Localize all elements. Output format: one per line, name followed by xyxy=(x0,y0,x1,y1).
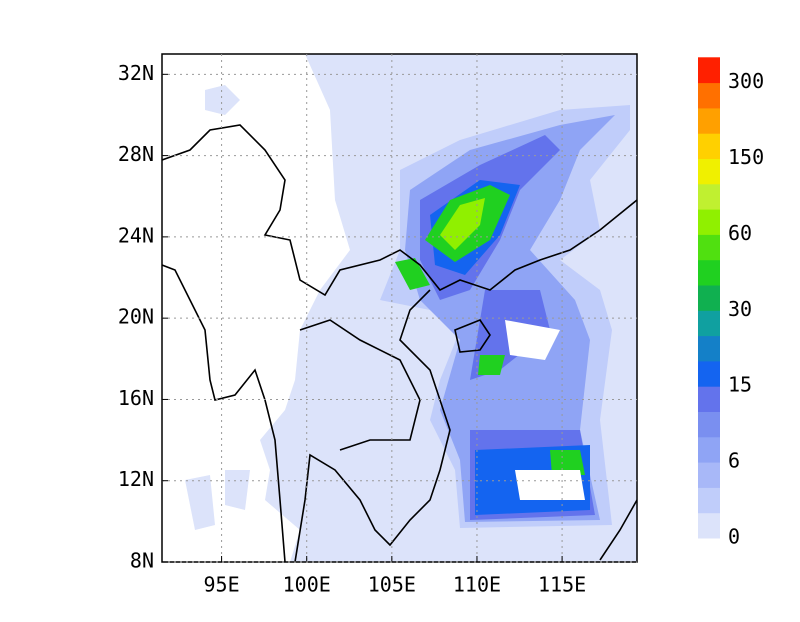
y-tick-label: 20N xyxy=(118,305,154,329)
colorbar-box xyxy=(698,487,720,514)
y-tick-label: 12N xyxy=(118,467,154,491)
colorbar-box xyxy=(698,107,720,134)
colorbar-box xyxy=(698,259,720,286)
map-frame xyxy=(161,53,638,563)
x-tick-label: 110E xyxy=(453,573,501,597)
coastline xyxy=(162,124,637,562)
colorbar-box xyxy=(698,360,720,387)
colorbar-box xyxy=(698,436,720,463)
colorbar-label: 30 xyxy=(728,297,752,321)
colorbar-box xyxy=(698,335,720,362)
colorbar-box xyxy=(698,158,720,185)
colorbar-label: 60 xyxy=(728,221,752,245)
contour xyxy=(430,180,590,515)
colorbar-box xyxy=(698,209,720,235)
y-tick-label: 24N xyxy=(118,223,154,247)
colorbar-box xyxy=(698,386,720,412)
colorbar-box xyxy=(698,285,720,311)
y-tick-label: 28N xyxy=(118,142,154,166)
x-tick-label: 105E xyxy=(368,573,416,597)
colorbar-box xyxy=(698,234,720,261)
coastline xyxy=(294,289,451,562)
coastline xyxy=(299,319,421,451)
colorbar-label: 0 xyxy=(728,525,740,549)
x-tick-label: 100E xyxy=(283,573,331,597)
colorbar-label: 15 xyxy=(728,373,752,397)
x-tick-label: 95E xyxy=(204,573,240,597)
colorbar-box xyxy=(698,82,720,109)
coastline xyxy=(162,124,637,297)
x-tick-label: 115E xyxy=(538,573,586,597)
colorbar-box xyxy=(698,183,720,210)
coastline xyxy=(599,499,637,561)
colorbar-label: 150 xyxy=(728,145,764,169)
contour xyxy=(185,85,250,530)
colorbar-box xyxy=(698,133,720,159)
colorbar-label: 6 xyxy=(728,449,740,473)
coastline xyxy=(162,264,286,562)
colorbar-box xyxy=(698,411,720,438)
colorbar-box xyxy=(698,57,720,84)
contour xyxy=(505,320,585,500)
colorbar-label: 300 xyxy=(728,69,764,93)
colorbar-box xyxy=(698,462,720,488)
y-tick-label: 8N xyxy=(130,549,154,573)
colorbar-box xyxy=(698,512,720,539)
colorbar-box xyxy=(698,310,720,337)
y-tick-label: 16N xyxy=(118,386,154,410)
y-tick-label: 32N xyxy=(118,61,154,85)
coastline xyxy=(454,319,491,353)
